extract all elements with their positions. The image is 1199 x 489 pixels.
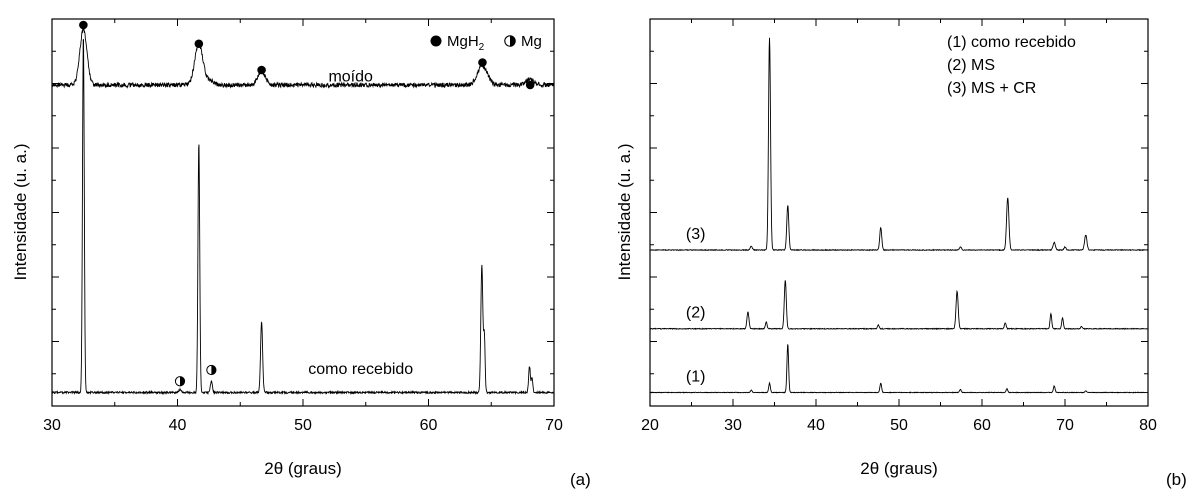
panel-b-axis-ticks	[649, 19, 1149, 406]
panel-a-axis-ticks	[51, 19, 555, 406]
panel-a-peak-markers	[79, 20, 535, 387]
panel-b-label: (b)	[1166, 470, 1187, 489]
panel-a-label: (a)	[570, 470, 591, 489]
panel-b-x-tick-labels: 20 30 40 50 60 70 80	[641, 417, 1157, 434]
panel-a-series	[51, 27, 555, 396]
series-label: (3)	[686, 226, 706, 243]
panel-a-y-axis-title: Intensidade (u. a.)	[11, 143, 30, 280]
mgh2-peak-marker-icon	[525, 80, 535, 90]
panel-b-series	[649, 37, 1149, 394]
panel-b-x-axis-title: 2θ (graus)	[860, 459, 937, 478]
legend-half-circle-icon	[504, 35, 516, 47]
mgh2-peak-marker-icon	[257, 65, 266, 75]
x-tick-label: 20	[641, 417, 659, 434]
panel-a-series-labels: moído como recebido	[308, 68, 413, 378]
mgh2-peak-marker-icon	[79, 20, 88, 30]
legend-label-2: (2) MS	[947, 57, 995, 74]
x-tick-label: 50	[294, 417, 312, 434]
x-tick-label: 80	[1139, 417, 1157, 434]
series-label: moído	[328, 68, 373, 85]
series-label: (1)	[686, 368, 706, 385]
series-line-2	[51, 38, 555, 396]
panel-a-x-axis-title: 2θ (graus)	[264, 459, 341, 478]
panel-b-y-axis-title: Intensidade (u. a.)	[615, 143, 634, 280]
x-tick-label: 60	[420, 417, 438, 434]
panel-a-x-tick-labels: 30 40 50 60 70	[43, 417, 563, 434]
mg-peak-marker-icon	[174, 376, 186, 387]
series-line-1	[649, 37, 1149, 252]
legend-label-1: (1) como recebido	[947, 34, 1076, 51]
x-tick-label: 30	[724, 417, 742, 434]
panel-a-legend: MgH2 Mg	[430, 33, 542, 53]
x-tick-label: 30	[43, 417, 61, 434]
panel-a: 30 40 50 60 70 moído como recebido MgH2 Mg 2θ…	[11, 18, 591, 489]
x-tick-label: 40	[807, 417, 825, 434]
series-label: como recebido	[308, 361, 413, 378]
series-line-2	[649, 280, 1149, 331]
panel-b-plot-frame	[649, 18, 1149, 407]
x-tick-label: 70	[545, 417, 563, 434]
panel-b-series-labels: (3) (2) (1)	[686, 226, 706, 386]
x-tick-label: 50	[890, 417, 908, 434]
x-tick-label: 70	[1056, 417, 1074, 434]
series-label: (2)	[686, 305, 706, 322]
panel-b-legend: (1) como recebido (2) MS (3) MS + CR	[947, 34, 1076, 97]
legend-label-mg: Mg	[521, 33, 542, 50]
mg-peak-marker-icon	[206, 364, 217, 376]
x-tick-label: 60	[973, 417, 991, 434]
series-line-1	[51, 27, 555, 89]
x-tick-label: 40	[169, 417, 187, 434]
mgh2-peak-marker-icon	[478, 58, 487, 67]
panel-a-plot-frame	[51, 18, 555, 407]
series-line-3	[649, 344, 1149, 394]
legend-label-3: (3) MS + CR	[947, 80, 1036, 97]
mgh2-peak-marker-icon	[194, 39, 204, 49]
legend-filled-circle-icon	[430, 35, 442, 47]
panel-b: 20 30 40 50 60 70 80 (3) (2) (1) (1) como recebi…	[615, 18, 1187, 489]
legend-label-mgh2: MgH2	[447, 33, 485, 53]
